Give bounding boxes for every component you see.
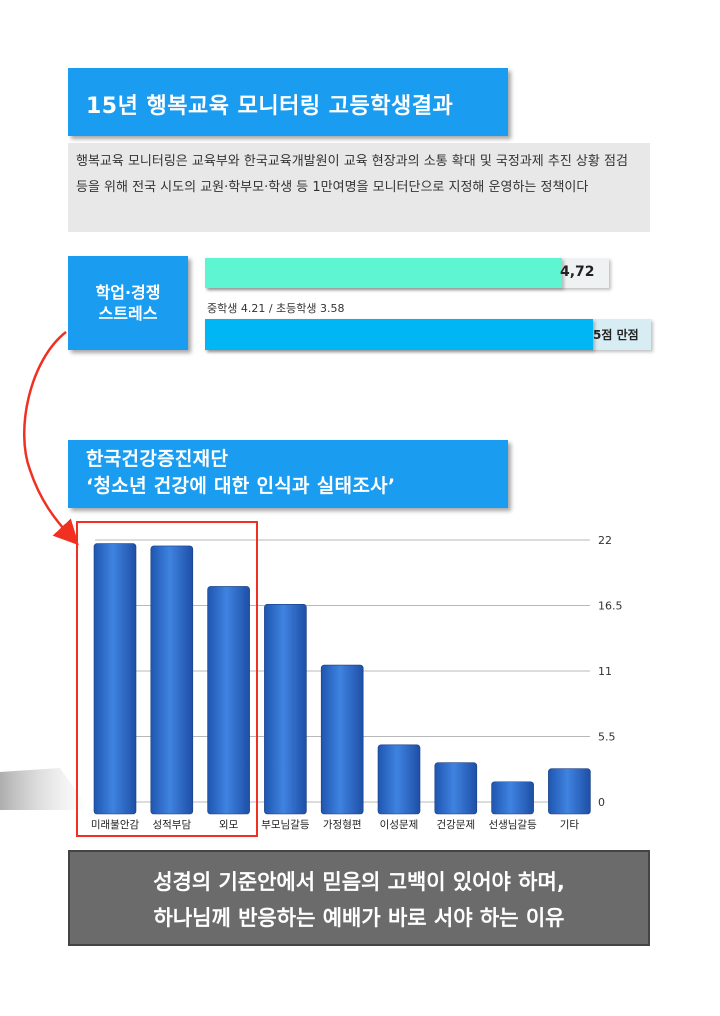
category-labels: 미래불안감 성적부담 외모 부모님갈등 가정형편 이성문제 건강문제 선생님갈등 기타 [91,818,580,831]
survey-title-line2: ‘청소년 건강에 대한 인식과 실태조사’ [86,475,396,497]
comparison-note: 중학생 4.21 / 초등학생 3.58 [207,302,345,315]
category-label: 가정형편 [323,818,362,831]
issues-bar-chart: 0 5.5 11 16.5 22 미래불안감 성적부담 외모 부모님갈등 가정형편 이성문제 건강문… [0,534,623,831]
bar-4 [264,604,307,815]
bar-6 [377,744,421,815]
conclusion-line1: 성경의 기준안에서 믿음의 고백이 있어야 하며, [153,870,565,894]
max-score-bar [205,319,594,350]
high-school-value: 4,72 [560,264,595,280]
floor-shadow [0,768,90,810]
conclusion-banner: 성경의 기준안에서 믿음의 고백이 있어야 하며, 하나님께 반응하는 예배가 … [68,850,650,946]
bar-7 [434,762,478,815]
stress-label-line1: 학업·경쟁 [95,283,161,302]
category-label: 기타 [560,819,580,831]
category-label: 성적부담 [152,819,191,831]
survey-title-line1: 한국건강증진재단 [86,448,229,470]
y-tick-label: 22 [598,534,612,547]
y-axis-ticks: 0 5.5 11 16.5 22 [598,534,623,809]
category-label: 선생님갈등 [488,818,537,831]
category-label: 부모님갈등 [261,818,310,831]
max-score-label: 5점 만점 [593,328,639,342]
stress-label-box: 학업·경쟁 스트레스 [68,256,188,350]
y-tick-label: 16.5 [598,600,623,613]
stress-label-line2: 스트레스 [98,304,158,323]
category-label: 외모 [219,819,239,831]
y-tick-label: 11 [598,665,612,678]
survey-title: 한국건강증진재단 ‘청소년 건강에 대한 인식과 실태조사’ [68,440,508,508]
category-label: 건강문제 [436,819,475,831]
bar-8 [491,781,534,815]
bar-3 [207,586,250,815]
bar-1 [93,543,137,815]
y-tick-label: 0 [598,796,605,809]
page-title: 15년 행복교육 모니터링 고등학생결과 [68,68,508,136]
policy-description: 행복교육 모니터링은 교육부와 한국교육개발원이 교육 현장과의 소통 확대 및… [68,143,650,232]
high-school-bar [205,258,562,288]
bar-9 [548,768,591,815]
y-tick-label: 5.5 [598,731,616,744]
bar-2 [150,545,194,815]
highlight-box [76,521,258,837]
category-label: 미래불안감 [91,819,140,831]
bars [93,543,591,815]
bar-5 [320,664,364,815]
category-label: 이성문제 [380,819,419,831]
conclusion-line2: 하나님께 반응하는 예배가 바로 서야 하는 이유 [153,906,565,930]
